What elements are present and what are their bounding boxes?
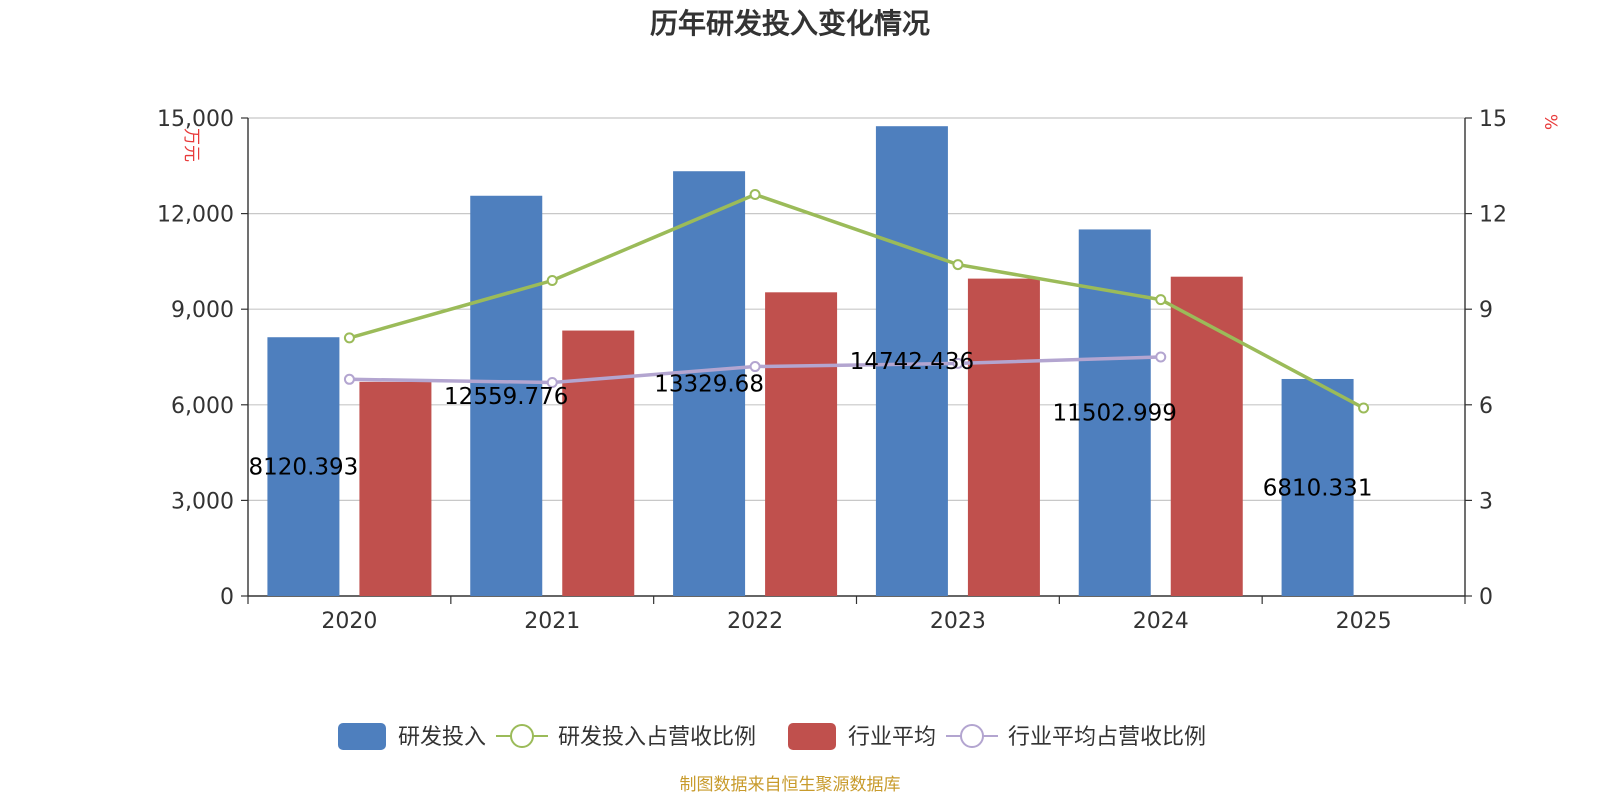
line-point	[952, 259, 964, 271]
bar-industry-average	[967, 278, 1040, 596]
legend-item: 研发投入占营收比例	[496, 724, 756, 750]
x-tick-label: 2021	[524, 609, 580, 634]
legend-swatch	[788, 723, 836, 750]
bar-industry-average	[765, 292, 838, 596]
line-rd-ratio	[348, 192, 1365, 410]
bar-industry-average	[359, 381, 432, 596]
bars	[267, 126, 1354, 597]
y-right-tick-label: 0	[1479, 585, 1493, 610]
y-right-unit: %	[1540, 114, 1560, 130]
bar-rd-investment	[1281, 378, 1354, 596]
y-left-unit: 万元	[181, 128, 201, 162]
bar-data-label: 12559.776	[444, 384, 568, 410]
y-left-tick-label: 6,000	[171, 394, 234, 419]
x-tick-label: 2022	[727, 609, 783, 634]
bar-rd-investment	[673, 171, 746, 596]
line-point	[749, 188, 761, 200]
line-point	[952, 357, 964, 369]
legend-label: 研发投入占营收比例	[558, 725, 756, 750]
axes: 0 3,000 6,000 9,000 12,000 15,000 0 3 6 9 12 15 万元% 2…	[157, 107, 1560, 634]
x-tick-label: 2023	[930, 609, 986, 634]
bar-data-label: 8120.393	[249, 455, 359, 481]
line-point	[1358, 402, 1370, 414]
y-right-tick-label: 9	[1479, 298, 1493, 323]
bar-data-label: 6810.331	[1263, 475, 1373, 501]
x-tick-label: 2025	[1336, 609, 1392, 634]
line-point	[546, 275, 558, 287]
y-right-tick-label: 6	[1479, 394, 1493, 419]
data-labels: 8120.393 12559.776 13329.68 14742.436 11502.…	[249, 349, 1373, 501]
legend-label: 行业平均占营收比例	[1008, 725, 1206, 750]
y-left-tick-label: 15,000	[157, 107, 234, 132]
line-point	[343, 373, 355, 385]
line-point	[343, 332, 355, 344]
chart-title: 历年研发投入变化情况	[650, 7, 930, 40]
legend-item: 行业平均	[788, 723, 936, 750]
y-right-tick-label: 12	[1479, 203, 1507, 228]
legend-swatch	[338, 723, 386, 750]
bar-industry-average	[562, 330, 635, 596]
legend-item: 研发投入	[338, 723, 486, 750]
y-right-tick-label: 15	[1479, 107, 1507, 132]
line-point	[1155, 294, 1167, 306]
y-left-tick-label: 0	[220, 585, 234, 610]
legend-item: 行业平均占营收比例	[946, 724, 1206, 750]
bar-data-label: 13329.68	[654, 372, 764, 398]
legend-marker	[960, 724, 984, 748]
line-point	[749, 361, 761, 373]
y-left-tick-label: 3,000	[171, 489, 234, 514]
y-left-tick-label: 9,000	[171, 298, 234, 323]
y-right-tick-label: 3	[1479, 489, 1493, 514]
bar-rd-investment	[875, 126, 948, 596]
bar-rd-investment	[470, 195, 543, 596]
y-left-tick-label: 12,000	[157, 203, 234, 228]
legend-marker	[510, 724, 534, 748]
x-tick-label: 2020	[321, 609, 377, 634]
lines	[343, 188, 1370, 414]
bar-rd-investment	[267, 337, 340, 596]
bar-data-label: 11502.999	[1053, 401, 1177, 427]
legend-label: 行业平均	[848, 725, 936, 750]
line-point	[1155, 351, 1167, 363]
line-point	[546, 376, 558, 388]
legend: 研发投入 研发投入占营收比例 行业平均 行业平均占营收比例	[338, 723, 1206, 750]
bar-industry-average	[1170, 276, 1243, 596]
source-note: 制图数据来自恒生聚源数据库	[680, 775, 901, 795]
legend-label: 研发投入	[398, 725, 486, 750]
x-tick-label: 2024	[1133, 609, 1189, 634]
bar-data-label: 14742.436	[850, 349, 974, 375]
